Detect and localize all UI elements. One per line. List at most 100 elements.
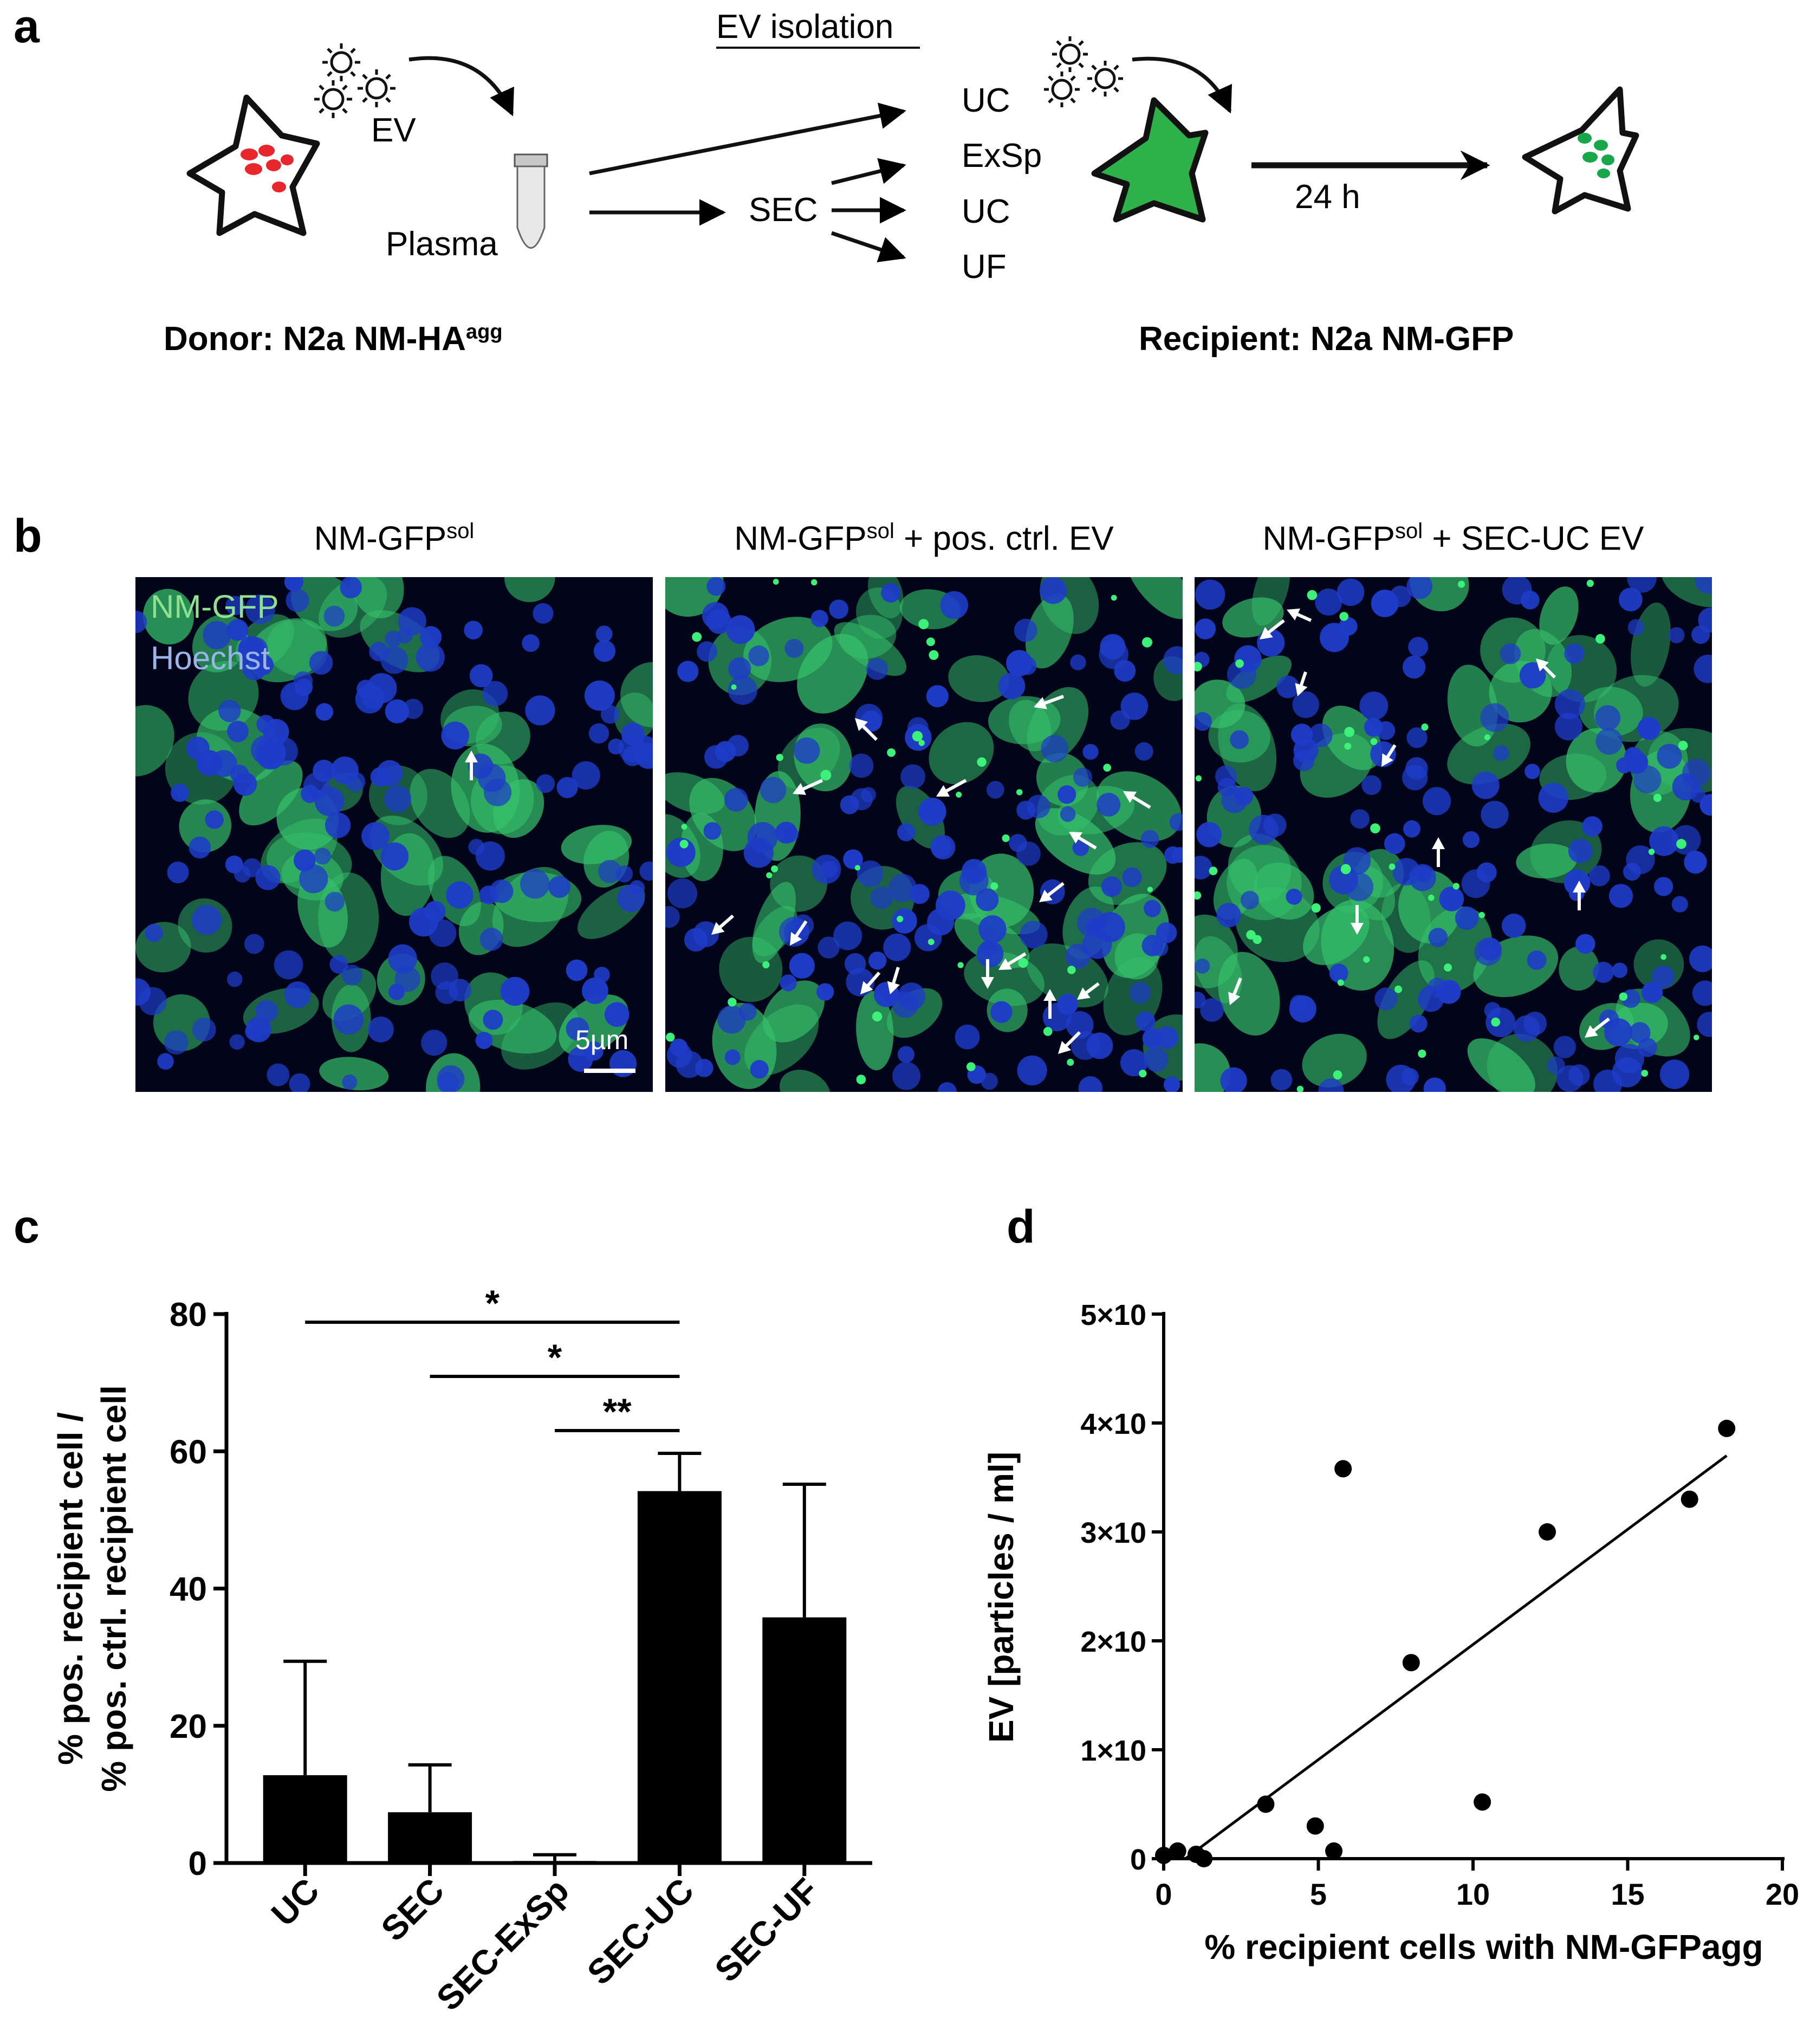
hoechst-nucleus xyxy=(385,699,410,723)
scale-bar xyxy=(584,1069,635,1073)
hoechst-nucleus xyxy=(1637,716,1661,740)
y-tick-label: 80 xyxy=(170,1296,207,1334)
hoechst-nucleus xyxy=(1195,958,1210,974)
hoechst-nucleus xyxy=(1604,1018,1632,1046)
gfp-cell xyxy=(319,1057,389,1091)
hoechst-nucleus xyxy=(1627,619,1645,636)
hoechst-nucleus xyxy=(1058,785,1076,804)
y-tick-label: 3×10 xyxy=(1080,1517,1146,1549)
hoechst-nucleus xyxy=(1110,710,1130,730)
gfp-cell xyxy=(1195,1043,1231,1092)
hoechst-nucleus xyxy=(361,822,390,850)
hoechst-nucleus xyxy=(1481,800,1509,829)
gfp-aggregate xyxy=(990,882,998,890)
gfp-cell xyxy=(1539,586,1579,645)
gfp-aggregate xyxy=(1394,985,1403,993)
arrow-head xyxy=(1432,837,1445,849)
recipient-ev-particles-icon xyxy=(1044,36,1123,107)
hoechst-nucleus xyxy=(1493,745,1509,761)
hoechst-nucleus xyxy=(1350,809,1370,829)
aggregate-arrow xyxy=(1228,977,1242,1005)
hoechst-nucleus xyxy=(1120,1049,1148,1077)
aggregate-arrow xyxy=(1573,881,1586,910)
hoechst-nucleus xyxy=(1241,890,1260,910)
hoechst-nucleus xyxy=(385,631,402,648)
micrograph-nm-gfp-sol xyxy=(135,577,653,1092)
x-tick-label: SEC-ExSp xyxy=(429,1871,576,2018)
gfp-cell xyxy=(350,577,404,619)
hoechst-nucleus xyxy=(1405,757,1428,780)
y-tick-label: 0 xyxy=(189,1845,207,1883)
gfp-aggregate xyxy=(1648,849,1655,855)
gfp-aggregate xyxy=(773,579,779,585)
gfp-aggregate xyxy=(666,1032,675,1042)
method-sec-uc: UC xyxy=(962,193,1010,230)
hoechst-nucleus xyxy=(1418,986,1444,1012)
hoechst-nucleus xyxy=(715,741,736,762)
bar xyxy=(512,1861,597,1863)
hoechst-nucleus xyxy=(717,1005,746,1034)
gfp-aggregate xyxy=(1067,1058,1074,1066)
hoechst-nucleus xyxy=(1144,1047,1169,1072)
y-tick-label: 2×10 xyxy=(1080,1626,1146,1658)
hoechst-nucleus xyxy=(556,777,578,798)
hoechst-nucleus xyxy=(1471,771,1500,799)
gfp-aggregate xyxy=(918,740,925,746)
gfp-aggregate xyxy=(1307,590,1318,600)
gfp-aggregate xyxy=(1002,834,1010,842)
hoechst-nucleus xyxy=(1200,998,1224,1022)
aggregate-arrow xyxy=(1260,619,1285,639)
hoechst-nucleus xyxy=(1684,850,1707,874)
fit-line xyxy=(1184,1454,1728,1860)
hoechst-nucleus xyxy=(748,645,769,667)
y-tick-label: 4×10 xyxy=(1080,1408,1146,1440)
hoechst-nucleus xyxy=(431,962,458,990)
hoechst-nucleus xyxy=(1318,1078,1344,1092)
hoechst-nucleus xyxy=(1195,618,1216,639)
gfp-aggregate xyxy=(1111,594,1117,601)
gfp-aggregate xyxy=(966,1062,976,1071)
y-tick-label: 1×10 xyxy=(1080,1735,1146,1767)
hoechst-nucleus xyxy=(629,880,645,896)
gfp-aggregate xyxy=(681,824,687,830)
hoechst-nucleus xyxy=(135,611,147,633)
hoechst-nucleus xyxy=(897,823,916,842)
gfp-aggregate xyxy=(1139,1069,1147,1078)
gfp-aggregate xyxy=(820,769,832,781)
gfp-aggregate xyxy=(1619,992,1628,1001)
hoechst-nucleus xyxy=(926,685,949,708)
hoechst-nucleus xyxy=(479,927,503,951)
gfp-aggregate xyxy=(1043,1027,1053,1036)
hoechst-nucleus xyxy=(226,971,243,987)
gfp-aggregate xyxy=(856,1075,866,1084)
gfp-aggregate xyxy=(957,962,964,968)
gfp-cell xyxy=(476,711,530,765)
gfp-cell xyxy=(1228,833,1291,902)
arrow-head xyxy=(1381,753,1393,767)
gfp-aggregate xyxy=(1478,911,1485,918)
hoechst-nucleus xyxy=(420,626,442,648)
gfp-aggregate xyxy=(1457,580,1465,588)
data-point xyxy=(1402,1654,1420,1672)
micrograph-pos-ctrl-ev xyxy=(665,577,1183,1092)
data-point xyxy=(1195,1850,1213,1867)
gfp-aggregate xyxy=(1235,659,1244,668)
hoechst-nucleus xyxy=(868,951,887,970)
hoechst-nucleus xyxy=(1289,995,1316,1023)
arrow-head xyxy=(1123,791,1137,803)
hoechst-nucleus xyxy=(388,944,417,974)
hoechst-nucleus xyxy=(341,965,363,986)
hoechst-nucleus xyxy=(1286,888,1302,905)
hoechst-nucleus xyxy=(1390,585,1411,607)
aggregate-arrow xyxy=(1058,1031,1081,1054)
gfp-cell xyxy=(620,662,653,728)
hoechst-nucleus xyxy=(299,864,328,894)
hoechst-nucleus xyxy=(780,974,797,992)
hoechst-nucleus xyxy=(676,1051,703,1078)
aggregate-arrow xyxy=(465,751,478,780)
hoechst-nucleus xyxy=(706,577,726,596)
y-axis-label-line2: % pos. ctrl. recipient cell xyxy=(94,1385,133,1791)
recipient-cell-icon xyxy=(1091,97,1209,223)
hoechst-nucleus xyxy=(384,785,412,813)
hoechst-nucleus xyxy=(203,620,231,650)
